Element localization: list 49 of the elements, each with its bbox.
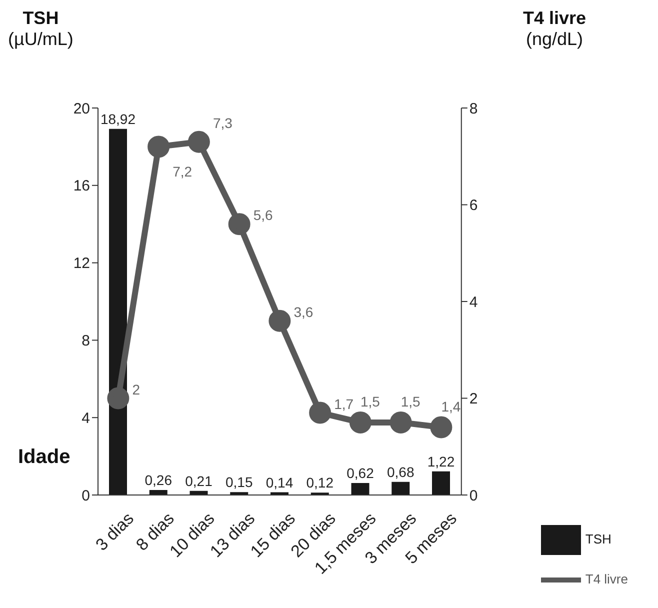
data-label: 0,14 [266,474,294,490]
y-tick-label: 16 [73,178,90,195]
data-label: 1,22 [427,453,455,470]
data-label: 3,6 [294,304,314,320]
point [430,416,452,438]
bar [351,483,370,495]
data-label: 0,26 [144,472,172,488]
x-axis-title: Idade [18,446,70,469]
y2-tick-label: 4 [469,294,478,311]
point [309,402,332,424]
y2-tick-label: 2 [469,390,478,408]
data-label: 5,6 [253,207,273,224]
bar [109,128,127,495]
bar [392,482,410,495]
data-label: 1,5 [360,393,380,410]
data-label: 0,62 [346,465,374,482]
y2-tick-label: 6 [469,197,478,214]
data-label: 18,92 [100,110,136,127]
data-label: 1,4 [441,398,461,414]
point [148,136,170,158]
data-label: 0,21 [185,472,213,489]
bar [149,490,168,495]
data-label: 0,12 [306,474,334,491]
x-tick-label: 3 dias [92,508,138,554]
data-label: 7,3 [212,114,233,131]
point [349,411,372,434]
y2-tick-label: 0 [469,487,478,504]
data-label: 0,15 [226,474,253,490]
y-tick-label: 4 [82,410,90,427]
point [188,130,210,153]
point [107,387,130,410]
y2-axis-title: T4 livre (ng/dL) [523,8,586,50]
y-tick-label: 12 [73,255,90,272]
data-label: 1,5 [400,393,420,410]
legend-label: T4 livre [585,571,628,586]
point [268,310,291,332]
y-tick-label: 20 [73,100,90,118]
y2-tick-label: 8 [469,100,478,118]
point [390,411,412,434]
data-label: 0,68 [387,464,414,480]
data-label: 7,2 [172,164,192,180]
y-tick-label: 8 [82,332,90,350]
y-axis-title: TSH (µU/mL) [8,8,74,50]
bar [432,471,450,495]
point [228,213,250,236]
legend-label: TSH [585,531,612,546]
data-label: 2 [132,381,140,398]
y-tick-label: 0 [82,487,90,504]
data-label: 1,7 [334,396,354,412]
